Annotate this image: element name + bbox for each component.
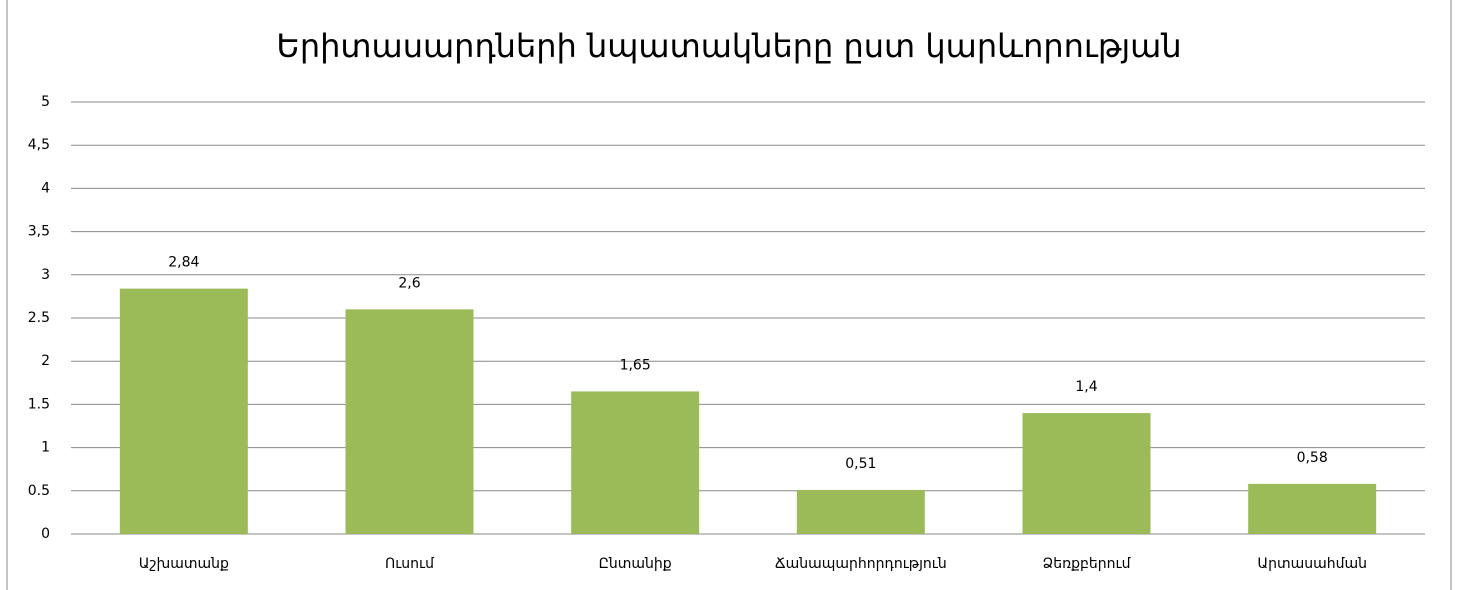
bar xyxy=(1248,483,1377,534)
data-label: 1,4 xyxy=(1075,379,1097,395)
y-tick-label: 3,5 xyxy=(28,224,50,240)
y-tick-label: 3 xyxy=(41,267,50,283)
y-tick-label: 0.5 xyxy=(28,483,50,499)
bar xyxy=(119,288,248,534)
x-tick-label: Ճանապարհորդություն xyxy=(775,556,947,572)
bar xyxy=(571,391,700,534)
y-tick-label: 2 xyxy=(41,353,50,369)
y-tick-label: 0 xyxy=(41,526,50,542)
y-tick-label: 2.5 xyxy=(28,310,50,326)
data-label: 1,65 xyxy=(620,357,651,373)
y-tick-label: 4 xyxy=(41,180,50,196)
bar xyxy=(796,489,925,534)
chart-title: Երիտասարդների նպատակները ըստ կարևորությա… xyxy=(276,27,1181,65)
data-label: 0,51 xyxy=(845,456,876,472)
y-tick-label: 1 xyxy=(41,440,50,456)
data-label: 0,58 xyxy=(1297,450,1328,466)
x-tick-label: Աշխատանք xyxy=(139,556,229,572)
y-tick-label: 1.5 xyxy=(28,396,50,412)
y-tick-label: 5 xyxy=(41,94,50,110)
bar xyxy=(345,309,474,534)
data-label: 2,84 xyxy=(168,255,199,271)
bar xyxy=(1022,413,1151,534)
data-label: 2,6 xyxy=(398,275,420,291)
x-tick-label: Ուսում xyxy=(385,556,435,572)
x-tick-label: Արտասահման xyxy=(1257,556,1367,572)
x-tick-label: Ձեռքբերում xyxy=(1042,556,1131,572)
x-tick-label: Ընտանիք xyxy=(599,556,672,572)
y-tick-label: 4,5 xyxy=(28,137,50,153)
